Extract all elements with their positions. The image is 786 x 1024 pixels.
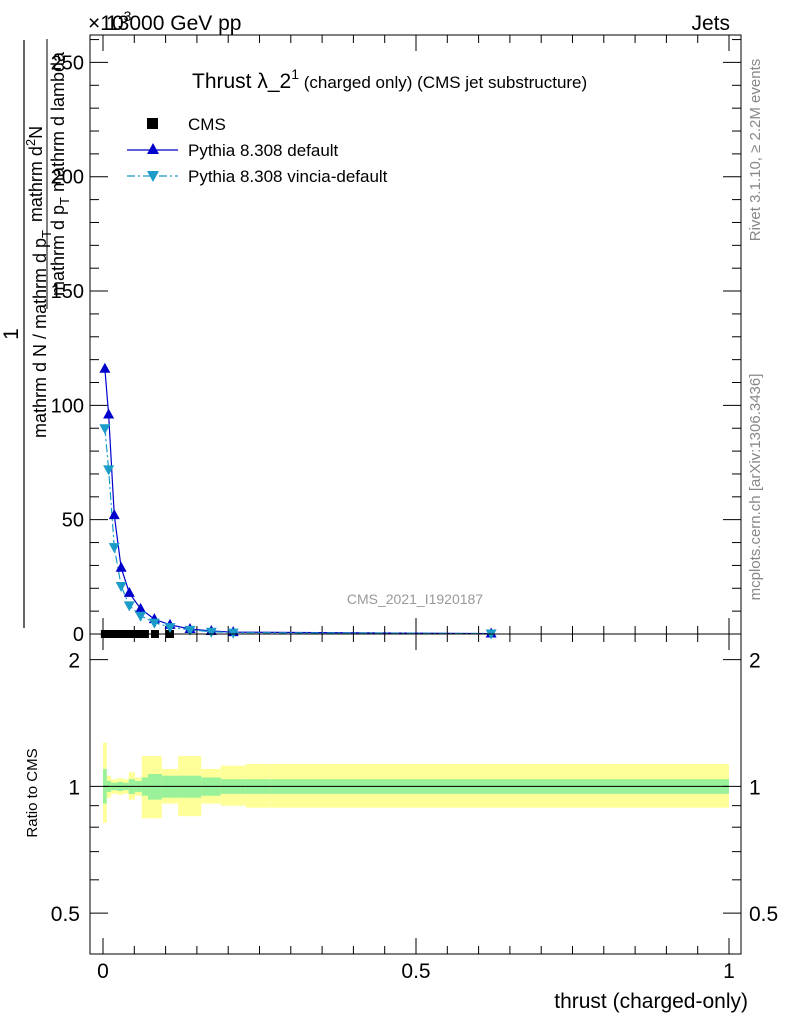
ratio-y-tick-label-left: 1 <box>68 776 80 799</box>
ratio-y-tick-label-left: 2 <box>68 650 80 673</box>
main-y-label: 1 mathrm d N / mathrm d p T mathrm d2N ma… <box>0 39 72 628</box>
data-point-series-2 <box>99 424 111 435</box>
analysis-id: CMS_2021_I1920187 <box>347 591 483 607</box>
series-line-1 <box>104 368 492 635</box>
ylabel-num2-sup: 2 <box>23 139 38 146</box>
y-exponent-base: ×10 <box>88 12 124 35</box>
ratio-y-tick-label-left: 0.5 <box>51 903 80 926</box>
legend-marker-vincia <box>147 171 159 182</box>
ylabel-den2-rest: mathrm d lambda <box>48 51 68 197</box>
process-label: Jets <box>691 12 730 35</box>
legend-label-vincia: Pythia 8.308 vincia-default <box>188 167 388 186</box>
ylabel-num1: 1 <box>0 328 23 340</box>
ylabel-num2-text: mathrm d <box>26 146 46 222</box>
main-y-axis: 0 50 100 150 200 250 <box>51 35 741 646</box>
plot-title: Thrust λ_21 (charged only) (CMS jet subs… <box>192 66 587 93</box>
legend: CMS Pythia 8.308 default Pythia 8.308 vi… <box>127 115 388 186</box>
data-point-series-2 <box>108 543 120 554</box>
legend-marker-cms <box>147 118 158 129</box>
rivet-label: Rivet 3.1.10, ≥ 2.2M events <box>747 59 764 242</box>
ratio-y-tick-label-right: 1 <box>749 776 761 799</box>
data-point-series-2 <box>148 618 160 629</box>
data-point-series-1 <box>123 586 135 597</box>
plot-title-rest: (charged only) (CMS jet substructure) <box>299 73 587 92</box>
x-tick-label: 0 <box>97 960 109 983</box>
ratio-y-tick-label-right: 2 <box>749 650 761 673</box>
legend-label-cms: CMS <box>188 115 226 134</box>
data-point-series-2 <box>103 465 115 476</box>
ratio-bands-layer <box>103 742 729 823</box>
x-axis-label: thrust (charged-only) <box>554 990 748 1013</box>
x-tick-label: 1 <box>723 960 735 983</box>
ratio-y-axis: 0.5 0.5 1 1 2 2 <box>51 650 778 955</box>
ylabel-den2: mathrm d pT mathrm d lambda <box>48 51 72 296</box>
ylabel-den1-text: mathrm d N / mathrm d p <box>30 238 50 438</box>
y-exponent-label: ×103 <box>88 8 132 35</box>
legend-marker-default <box>147 143 159 154</box>
data-point-series-2 <box>485 629 497 640</box>
main-y-tick-label: 150 <box>51 281 84 303</box>
main-y-tick-label: 250 <box>51 52 84 74</box>
ratio-y-label: Ratio to CMS <box>24 748 41 837</box>
y-exponent-power: 3 <box>124 8 132 24</box>
ylabel-den2-sub: T <box>57 197 72 205</box>
ylabel-den2-text: mathrm d p <box>48 205 68 296</box>
main-y-tick-label: 50 <box>62 510 84 532</box>
main-y-tick-label: 200 <box>51 167 84 189</box>
data-point-series-2 <box>164 623 176 634</box>
ratio-y-tick-label-right: 0.5 <box>749 903 778 926</box>
data-point-series-2 <box>135 611 147 622</box>
legend-label-default: Pythia 8.308 default <box>188 141 339 160</box>
mcplots-label: mcplots.cern.ch [arXiv:1306.3436] <box>747 374 764 601</box>
data-point-series-2 <box>205 627 217 638</box>
energy-label: 13000 GeV pp <box>106 12 241 35</box>
data-point-series-2 <box>123 601 135 612</box>
ylabel-num2: mathrm d2N <box>23 126 46 222</box>
ratio-x-axis: 0 0.5 1 <box>97 634 735 983</box>
data-point-series-2 <box>184 625 196 636</box>
x-tick-label: 0.5 <box>401 960 430 983</box>
ratio-panel: 0.5 0.51 12 2 0 0.5 1 Ratio to CMS thrust (ch… <box>24 633 778 1013</box>
data-point-series-1 <box>99 362 111 373</box>
main-y-tick-label: 100 <box>51 395 84 417</box>
data-point-series-1 <box>103 408 115 419</box>
ylabel-num2-rest: N <box>26 126 46 139</box>
data-point-series-2 <box>115 581 127 592</box>
main-y-tick-label: 0 <box>73 624 84 646</box>
data-point-series-1 <box>115 561 127 572</box>
data-point-series-1 <box>108 509 120 520</box>
main-panel: 0 50 100 150 200 250 Thrust λ_21 (charged onl… <box>51 34 742 646</box>
plot-title-main: Thrust λ_2 <box>192 70 291 93</box>
data-point-series-1 <box>135 602 147 613</box>
plot-title-sup: 1 <box>291 66 299 82</box>
